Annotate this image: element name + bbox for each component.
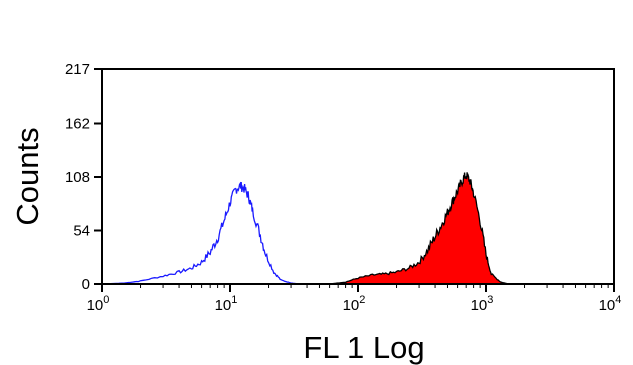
y-axis-ticks: 0 54 108 162 217	[65, 61, 102, 293]
series-layer	[101, 172, 509, 285]
x-tick-base: 10	[87, 297, 104, 314]
x-axis-ticks: 100 101 102 103 104	[87, 284, 622, 314]
x-axis-title: FL 1 Log	[303, 330, 424, 365]
x-tick-label: 103	[471, 294, 494, 314]
x-tick-label: 100	[87, 294, 110, 314]
y-tick-label: 108	[65, 169, 90, 186]
x-tick-exponent: 2	[359, 294, 365, 306]
y-tick-label: 54	[73, 222, 90, 239]
x-tick-label: 101	[215, 294, 238, 314]
y-axis-title: Counts	[10, 127, 45, 225]
x-tick-label: 102	[343, 294, 366, 314]
x-tick-exponent: 3	[487, 294, 493, 306]
histogram-outline-series	[101, 181, 314, 285]
x-tick-label: 104	[599, 294, 622, 314]
x-tick-base: 10	[215, 297, 232, 314]
y-tick-label: 162	[65, 115, 90, 132]
plot-frame	[101, 68, 615, 285]
y-tick-label: 0	[82, 276, 90, 293]
x-tick-exponent: 4	[615, 294, 621, 306]
x-tick-base: 10	[343, 297, 360, 314]
y-tick-label: 217	[65, 61, 90, 78]
x-tick-exponent: 1	[231, 294, 237, 306]
x-tick-base: 10	[471, 297, 488, 314]
x-tick-exponent: 0	[103, 294, 109, 306]
histogram-filled-series	[329, 172, 509, 285]
x-tick-base: 10	[599, 297, 616, 314]
